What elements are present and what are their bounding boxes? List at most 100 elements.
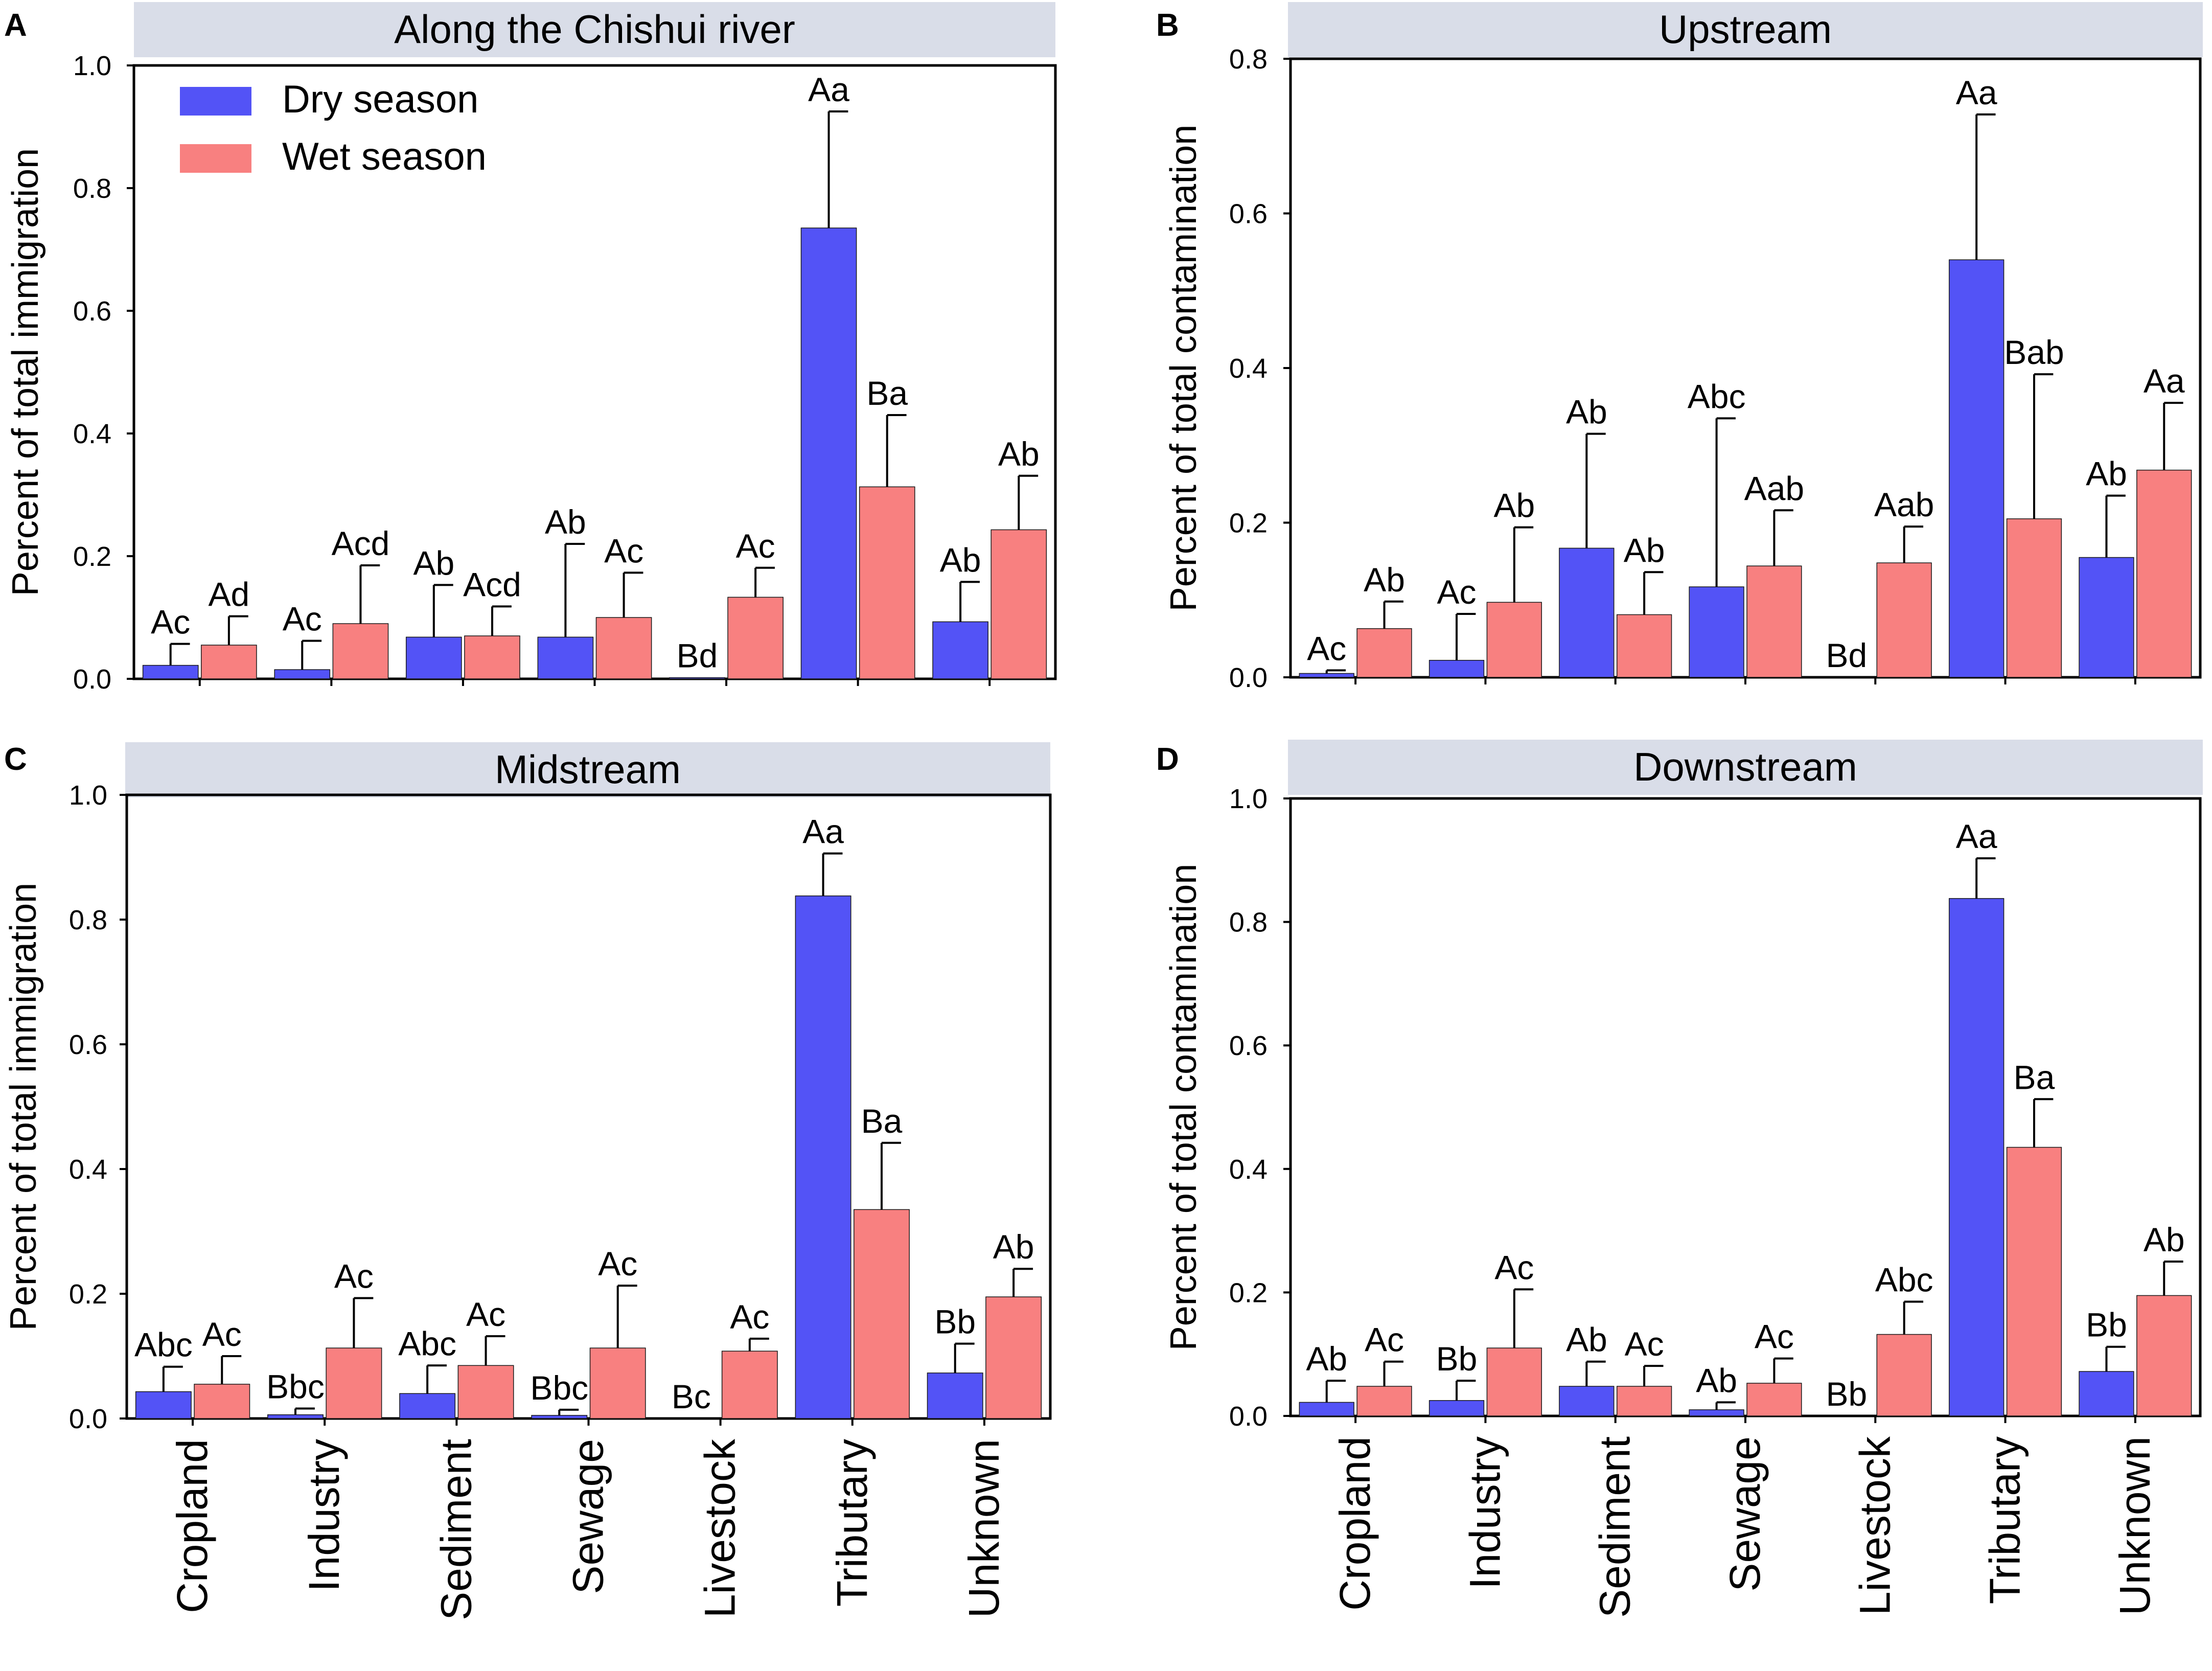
significance-label: Ab	[1624, 531, 1665, 569]
x-category-label: Sewage	[564, 1439, 612, 1594]
plot-frame	[1289, 797, 2202, 1417]
y-tick-label: 0.6	[73, 296, 111, 327]
wet-bar	[201, 645, 257, 679]
y-tick-label: 0.0	[69, 1404, 107, 1434]
x-category-label: Unknown	[960, 1439, 1008, 1618]
significance-label: Ac	[604, 532, 643, 569]
significance-label: Bb	[934, 1303, 976, 1341]
significance-label: Ab	[998, 435, 1040, 473]
panel-c: C Midstream 0.0 0.2 0.4 0.6 0.8 1.0 Percent of t…	[3, 742, 1052, 1620]
significance-label: Bab	[2004, 333, 2064, 371]
wet-bar	[194, 1384, 250, 1419]
wet-bar	[859, 486, 915, 679]
x-category-label: Industry	[300, 1439, 348, 1592]
significance-label: Ba	[866, 374, 908, 412]
wet-bar	[854, 1209, 910, 1419]
panel-letter: C	[4, 742, 27, 777]
wet-bar	[1876, 1334, 1932, 1416]
significance-label: Ab	[1306, 1340, 1347, 1378]
significance-label: Bd	[677, 637, 718, 675]
significance-label: Ab	[413, 544, 454, 582]
y-tick-label: 0.0	[73, 664, 111, 695]
legend: Dry season Wet season	[180, 78, 487, 178]
y-axis-label: Percent of total immigration	[3, 883, 44, 1331]
wet-bar	[985, 1296, 1042, 1419]
significance-label: Ac	[1365, 1321, 1404, 1359]
y-tick-label: 0.6	[1229, 1031, 1268, 1061]
dry-bar	[1299, 673, 1354, 678]
plot-frame	[125, 793, 1052, 1420]
wet-bar	[1876, 562, 1932, 678]
y-tick-label: 0.8	[1229, 907, 1268, 938]
wet-bar	[1356, 1386, 1412, 1416]
dry-bar	[267, 1414, 324, 1419]
significance-label: Ab	[1696, 1361, 1737, 1399]
panel-title: Midstream	[495, 747, 681, 792]
wet-bar	[2136, 469, 2192, 678]
significance-label: Ab	[940, 541, 981, 579]
wet-bar	[326, 1347, 382, 1419]
y-tick-label: 1.0	[69, 780, 107, 811]
dry-bar	[2079, 557, 2134, 678]
dry-bar	[795, 895, 851, 1419]
x-category-label: Unknown	[2111, 1436, 2159, 1615]
dry-bar	[142, 665, 199, 679]
wet-bar	[589, 1347, 646, 1419]
significance-label: Acd	[332, 524, 390, 562]
y-tick-label: 0.4	[69, 1154, 107, 1185]
significance-label: Aa	[1956, 74, 1997, 111]
significance-label: Ac	[730, 1298, 769, 1336]
significance-label: Ba	[861, 1102, 903, 1140]
significance-label: Ac	[1755, 1318, 1794, 1356]
significance-label: Abc	[1688, 377, 1746, 415]
panel-a: A Along the Chishui river 0.0 0.2 0.4 0.6 0.8 1…	[4, 2, 1057, 695]
dry-bar	[1949, 898, 2004, 1416]
significance-label: Ac	[466, 1295, 505, 1333]
y-tick-label: 1.0	[1229, 784, 1268, 814]
y-axis-label: Percent of total immigration	[5, 148, 46, 596]
y-tick-label: 0.6	[1229, 199, 1268, 230]
y-tick-label: 0.0	[1229, 662, 1268, 693]
x-category-label: Sewage	[1721, 1436, 1769, 1592]
significance-label: Bb	[1436, 1340, 1478, 1378]
x-category-label: Sediment	[432, 1439, 480, 1620]
significance-label: Abc	[398, 1324, 456, 1362]
panel-title-strip	[1288, 740, 2203, 795]
significance-label: Ba	[2014, 1058, 2055, 1096]
significance-label: Acd	[463, 565, 521, 603]
significance-label: Aa	[808, 71, 849, 108]
x-category-label: Tributary	[828, 1439, 876, 1607]
significance-label: Ac	[1494, 1248, 1534, 1286]
wet-bar	[464, 635, 520, 679]
dry-bar	[932, 621, 988, 679]
wet-bar	[595, 617, 652, 679]
panel-letter: A	[4, 8, 27, 43]
x-category-label: Livestock	[696, 1438, 744, 1618]
significance-label: Abc	[134, 1326, 193, 1364]
significance-label: Aa	[802, 813, 844, 851]
wet-bar	[1746, 565, 1802, 678]
y-tick-label: 0.2	[1229, 1277, 1268, 1308]
significance-label: Ad	[209, 576, 250, 613]
legend-dry-label: Dry season	[282, 78, 478, 121]
dry-bar	[537, 636, 594, 679]
wet-bar	[990, 529, 1047, 679]
significance-label: Ab	[2144, 1221, 2185, 1258]
panel-letter: D	[1156, 742, 1179, 777]
y-tick-label: 1.0	[73, 51, 111, 81]
significance-label: Ab	[1566, 1321, 1607, 1359]
significance-label: Bd	[1826, 636, 1868, 674]
significance-label: Ab	[1566, 393, 1607, 431]
significance-label: Bb	[2086, 1306, 2127, 1344]
significance-label: Bc	[672, 1378, 711, 1415]
x-category-label: Sediment	[1591, 1436, 1639, 1618]
significance-label: Aab	[1874, 486, 1934, 523]
dry-bar	[1559, 1386, 1615, 1416]
wet-bar	[2006, 518, 2062, 678]
dry-bar	[1689, 1409, 1744, 1416]
significance-label: Ab	[545, 503, 586, 541]
significance-label: Ac	[202, 1315, 242, 1353]
significance-label: Ac	[1625, 1325, 1664, 1363]
wet-bar	[1486, 1347, 1542, 1416]
panel-b: B Upstream 0.0 0.2 0.4 0.6 0.8 Percent of total…	[1156, 2, 2203, 693]
